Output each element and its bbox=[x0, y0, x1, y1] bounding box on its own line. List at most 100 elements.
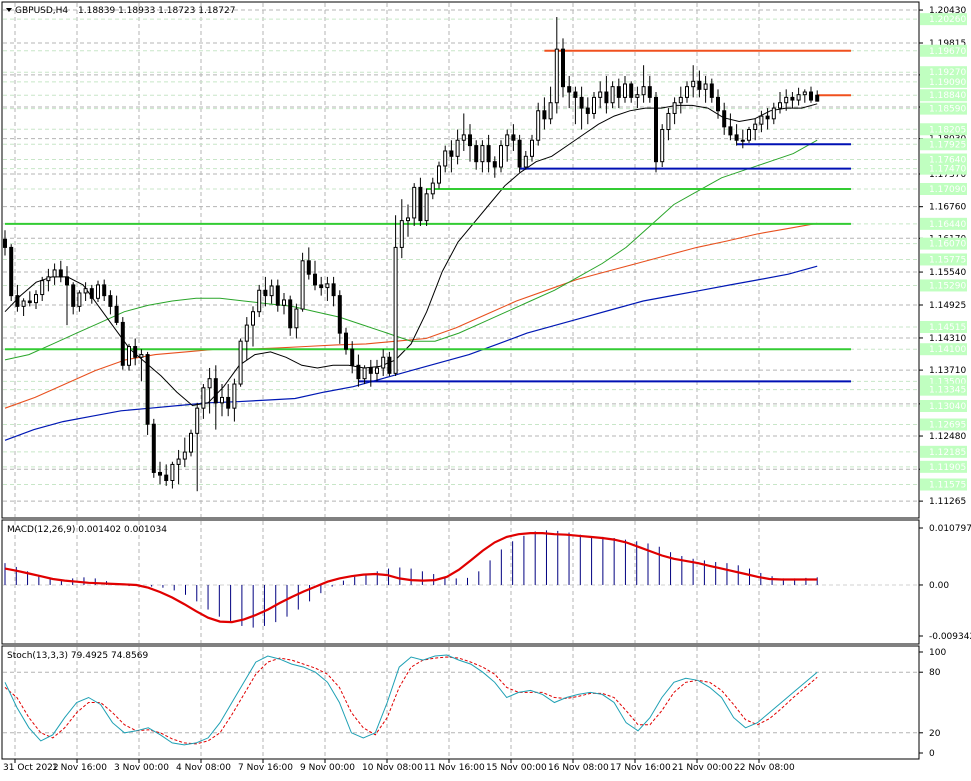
candle-body bbox=[548, 102, 553, 120]
price-level-tag bbox=[920, 44, 967, 57]
stoch-axis-label: 80 bbox=[929, 668, 941, 678]
candle-body bbox=[647, 86, 652, 98]
price-level-tag bbox=[920, 217, 967, 230]
candle-body bbox=[313, 273, 317, 286]
time-axis-label: 1 Nov 16:00 bbox=[52, 763, 107, 773]
candle-body bbox=[542, 110, 547, 120]
price-level-tag bbox=[920, 400, 967, 413]
stoch-axis-label: 0 bbox=[929, 749, 935, 759]
candle-body bbox=[709, 83, 714, 98]
candle-body bbox=[294, 308, 299, 329]
candle-body bbox=[666, 112, 671, 131]
candle-body bbox=[325, 283, 330, 289]
macd-label: MACD(12,26,9) 0.001402 0.001034 bbox=[7, 525, 167, 535]
candle-body bbox=[734, 134, 739, 141]
candle-body bbox=[3, 238, 7, 248]
price-level-tag bbox=[920, 478, 967, 491]
price-level-tag-label: 1.15775 bbox=[929, 255, 966, 265]
price-level-tag-label: 1.18590 bbox=[929, 105, 966, 115]
price-level-tag bbox=[920, 320, 967, 333]
price-level-tag-label: 1.14100 bbox=[929, 345, 966, 355]
candle-body bbox=[356, 364, 361, 380]
price-level-tag bbox=[920, 89, 967, 102]
candle-body bbox=[716, 96, 720, 112]
price-level-tag-label: 1.13345 bbox=[929, 386, 966, 396]
candle-body bbox=[511, 134, 516, 141]
candle-body bbox=[641, 86, 646, 96]
candle-body bbox=[27, 300, 32, 304]
candle-body bbox=[753, 123, 758, 131]
candle-body bbox=[778, 102, 782, 109]
candle-body bbox=[697, 80, 702, 90]
candle-body bbox=[89, 288, 94, 299]
candle-body bbox=[52, 269, 57, 278]
candle-body bbox=[58, 269, 63, 278]
macd-signal-line bbox=[4, 532, 818, 624]
price-level-tag bbox=[920, 162, 967, 175]
candle-body bbox=[536, 110, 541, 141]
candle-body bbox=[424, 193, 429, 222]
macd-pane bbox=[1, 519, 920, 645]
candle-body bbox=[573, 91, 578, 98]
candle-body bbox=[170, 463, 175, 481]
candle-body bbox=[691, 80, 696, 88]
price-level-tag bbox=[920, 445, 967, 458]
price-tick-label: 1.20430 bbox=[929, 6, 966, 16]
candle-body bbox=[288, 299, 293, 329]
candle-body bbox=[678, 96, 683, 104]
time-axis-label: 22 Nov 08:00 bbox=[734, 763, 795, 773]
candle-body bbox=[220, 396, 224, 404]
candle-body bbox=[517, 139, 522, 168]
candle-body bbox=[9, 246, 14, 297]
candle-body bbox=[102, 284, 107, 297]
time-axis-label: 11 Nov 16:00 bbox=[424, 763, 485, 773]
candle-body bbox=[40, 280, 45, 296]
time-axis-label: 17 Nov 16:00 bbox=[610, 763, 671, 773]
price-level-tag-label: 1.17090 bbox=[929, 185, 966, 195]
candle-body bbox=[480, 145, 485, 163]
candle-body bbox=[381, 356, 386, 369]
dropdown-triangle-icon bbox=[6, 8, 12, 12]
macd-axis-label: 0.010797 bbox=[929, 524, 971, 534]
stoch-axis-label: 20 bbox=[929, 729, 941, 739]
candle-body bbox=[672, 102, 677, 114]
candle-body bbox=[399, 220, 404, 248]
price-level-tag bbox=[920, 13, 967, 26]
time-axis-label: 4 Nov 08:00 bbox=[176, 763, 231, 773]
price-level-tag-label: 1.13500 bbox=[929, 377, 966, 387]
candle-body bbox=[592, 96, 596, 114]
price-tick-label: 1.13710 bbox=[929, 366, 966, 376]
candle-body bbox=[108, 295, 113, 307]
candle-body bbox=[598, 91, 603, 98]
candle-body bbox=[71, 284, 76, 307]
time-axis-label: 15 Nov 00:00 bbox=[486, 763, 547, 773]
candle-body bbox=[201, 387, 206, 409]
candle-body bbox=[554, 48, 559, 104]
time-axis-label: 3 Nov 00:00 bbox=[114, 763, 169, 773]
candle-body bbox=[182, 451, 187, 460]
candle-body bbox=[747, 129, 751, 141]
price-level-tag-label: 1.20260 bbox=[929, 15, 966, 25]
candle-body bbox=[461, 134, 466, 141]
time-axis-label: 16 Nov 08:00 bbox=[548, 763, 609, 773]
candle-body bbox=[449, 150, 454, 157]
candle-body bbox=[685, 86, 689, 98]
candle-body bbox=[368, 367, 373, 374]
price-level-tag-label: 1.11575 bbox=[929, 481, 966, 491]
candle-body bbox=[802, 91, 807, 96]
stoch-signal-line bbox=[4, 656, 818, 745]
candle-body bbox=[133, 346, 138, 358]
candle-body bbox=[251, 311, 255, 326]
candle-body bbox=[46, 276, 51, 282]
price-level-tag-label: 1.17470 bbox=[929, 165, 966, 175]
time-axis-label: 21 Nov 00:00 bbox=[672, 763, 733, 773]
candle-body bbox=[344, 332, 348, 350]
price-level-tag bbox=[920, 153, 967, 166]
candle-body bbox=[164, 474, 169, 481]
candle-body bbox=[96, 284, 100, 299]
price-level-tag-label: 1.19090 bbox=[929, 78, 966, 88]
candle-body bbox=[337, 295, 342, 334]
price-level-tag bbox=[920, 138, 967, 151]
ma-long-line bbox=[4, 265, 818, 441]
